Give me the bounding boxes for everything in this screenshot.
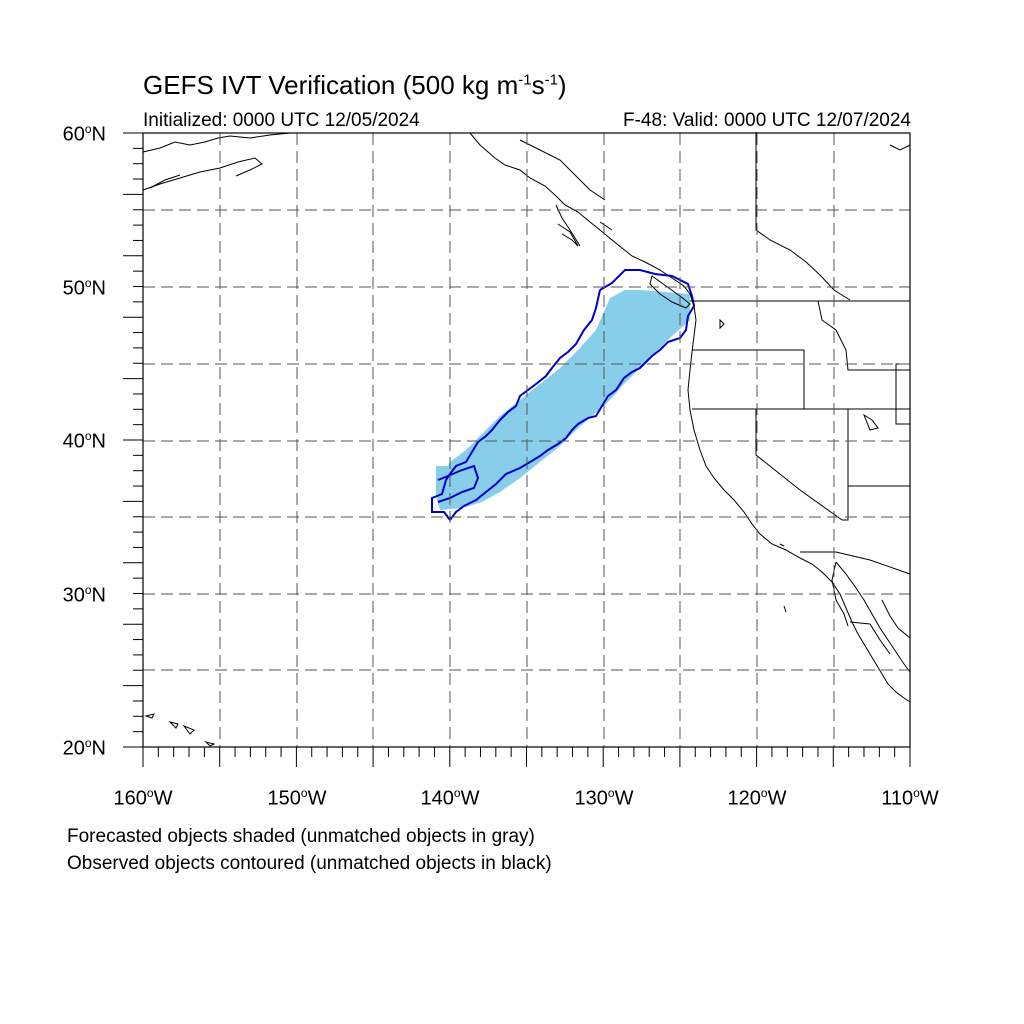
map-title: GEFS IVT Verification (500 kg m-1s-1): [143, 70, 567, 100]
lon-label-110w: 110oW: [881, 786, 939, 810]
graticule: [143, 133, 910, 747]
lon-label-120w: 120oW: [727, 786, 787, 810]
lon-label-140w: 140oW: [420, 786, 480, 810]
caption-forecast: Forecasted objects shaded (unmatched obj…: [67, 826, 535, 847]
caption-observed: Observed objects contoured (unmatched ob…: [67, 853, 552, 874]
forecast-object: [436, 290, 690, 510]
lat-label-30: 30oN: [62, 583, 106, 607]
observed-contour: [431, 269, 696, 522]
lat-label-40: 40oN: [62, 429, 106, 453]
axis-ticks: [123, 132, 911, 767]
lat-label-20: 20oN: [62, 736, 106, 760]
valid-time-label: F-48: Valid: 0000 UTC 12/07/2024: [623, 110, 911, 131]
lat-label-60: 60oN: [62, 122, 106, 146]
initialized-label: Initialized: 0000 UTC 12/05/2024: [143, 110, 420, 131]
lon-label-160w: 160oW: [113, 786, 173, 810]
lon-label-150w: 150oW: [267, 786, 327, 810]
lon-label-130w: 130oW: [574, 786, 634, 810]
lat-label-50: 50oN: [62, 276, 106, 300]
